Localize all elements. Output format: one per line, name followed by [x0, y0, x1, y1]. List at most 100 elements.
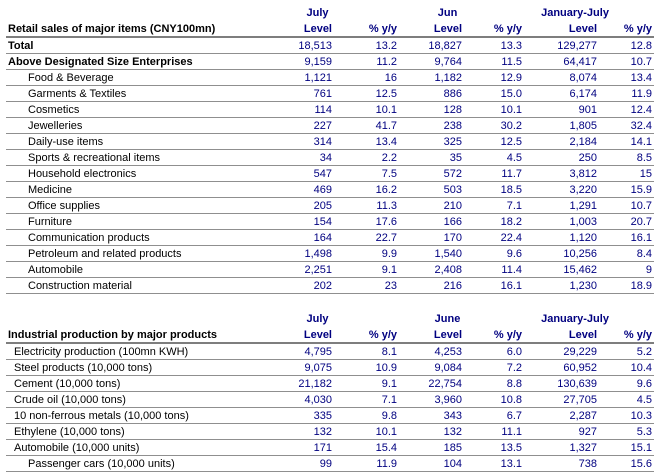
cell-value: 18.5	[464, 181, 525, 198]
cell-value: 64,417	[524, 53, 600, 70]
cell-value: 15.6	[599, 455, 655, 472]
cell-value: 132	[399, 423, 465, 440]
cell-value: 11.9	[334, 455, 400, 472]
industrial-production-table: July June January-July Industrial produc…	[6, 312, 655, 472]
row-label: Furniture	[6, 213, 264, 230]
cell-value: 7.1	[334, 391, 400, 408]
cell-value: 16	[334, 69, 400, 86]
cell-value: 210	[399, 197, 465, 214]
cell-value: 22,754	[399, 375, 465, 392]
cell-value: 10.1	[334, 423, 400, 440]
cell-value: 8,074	[524, 69, 600, 86]
cell-value: 3,812	[524, 165, 600, 182]
cell-value: 1,498	[264, 245, 334, 262]
table-row: Total 18,513 13.2 18,827 13.3 129,277 12.8	[6, 37, 655, 54]
cell-value: 10.8	[464, 391, 525, 408]
table-title: Industrial production by major products	[6, 326, 264, 344]
table-row: Communication products 164 22.7 170 22.4 1,12…	[6, 229, 655, 246]
cell-value: 1,121	[264, 69, 334, 86]
table-row: Medicine 469 16.2 503 18.5 3,220 15.9	[6, 181, 655, 198]
cell-value: 132	[264, 423, 334, 440]
table-row: Daily-use items 314 13.4 325 12.5 2,184 14.1	[6, 133, 655, 150]
cell-value: 2,408	[399, 261, 465, 278]
cell-value: 8.4	[599, 245, 655, 262]
period-header-january-july: January-July	[541, 7, 609, 19]
cell-value: 6.7	[464, 407, 525, 424]
row-label: Sports & recreational items	[6, 149, 264, 166]
cell-value: 4,030	[264, 391, 334, 408]
cell-value: 11.7	[464, 165, 525, 182]
row-label: Cement (10,000 tons)	[6, 375, 264, 392]
cell-value: 314	[264, 133, 334, 150]
cell-value: 13.3	[464, 37, 525, 54]
cell-value: 11.3	[334, 197, 400, 214]
cell-value: 23	[334, 277, 400, 294]
cell-value: 171	[264, 439, 334, 456]
cell-value: 13.1	[464, 455, 525, 472]
cell-value: 9.9	[334, 245, 400, 262]
cell-value: 3,220	[524, 181, 600, 198]
column-header-level: Level	[264, 326, 334, 344]
cell-value: 11.5	[464, 53, 525, 70]
table-row: Cement (10,000 tons) 21,182 9.1 22,754 8.8 13…	[6, 375, 655, 392]
column-header-level: Level	[399, 326, 465, 344]
column-header-yoy: % y/y	[599, 20, 655, 38]
cell-value: 8.1	[334, 343, 400, 360]
cell-value: 13.4	[334, 133, 400, 150]
cell-value: 11.2	[334, 53, 400, 70]
cell-value: 27,705	[524, 391, 600, 408]
table-row: Electricity production (100mn KWH) 4,795 8…	[6, 343, 655, 360]
column-header-yoy: % y/y	[464, 20, 525, 38]
table-row: Petroleum and related products 1,498 9.9 1,…	[6, 245, 655, 262]
table-row: Crude oil (10,000 tons) 4,030 7.1 3,960 10.8…	[6, 391, 655, 408]
row-label: Communication products	[6, 229, 264, 246]
cell-value: 10.1	[464, 101, 525, 118]
cell-value: 1,230	[524, 277, 600, 294]
table-row: Household electronics 547 7.5 572 11.7 3,812 1…	[6, 165, 655, 182]
cell-value: 216	[399, 277, 465, 294]
row-label: Food & Beverage	[6, 69, 264, 86]
cell-value: 9.1	[334, 375, 400, 392]
row-label: Steel products (10,000 tons)	[6, 359, 264, 376]
cell-value: 34	[264, 149, 334, 166]
row-label: Ethylene (10,000 tons)	[6, 423, 264, 440]
cell-value: 129,277	[524, 37, 600, 54]
cell-value: 325	[399, 133, 465, 150]
cell-value: 9,764	[399, 53, 465, 70]
cell-value: 1,120	[524, 229, 600, 246]
cell-value: 7.2	[464, 359, 525, 376]
cell-value: 154	[264, 213, 334, 230]
cell-value: 1,003	[524, 213, 600, 230]
cell-value: 1,182	[399, 69, 465, 86]
cell-value: 99	[264, 455, 334, 472]
period-header-july: July	[306, 7, 329, 19]
cell-value: 15	[599, 165, 655, 182]
cell-value: 6.0	[464, 343, 525, 360]
cell-value: 14.1	[599, 133, 655, 150]
cell-value: 9.6	[599, 375, 655, 392]
row-label: Automobile (10,000 units)	[6, 439, 264, 456]
cell-value: 12.5	[464, 133, 525, 150]
cell-value: 22.4	[464, 229, 525, 246]
cell-value: 250	[524, 149, 600, 166]
table-row: Garments & Textiles 761 12.5 886 15.0 6,174 11…	[6, 85, 655, 102]
column-header-yoy: % y/y	[464, 326, 525, 344]
cell-value: 15.0	[464, 85, 525, 102]
cell-value: 185	[399, 439, 465, 456]
cell-value: 8.8	[464, 375, 525, 392]
cell-value: 13.4	[599, 69, 655, 86]
cell-value: 3,960	[399, 391, 465, 408]
cell-value: 2,251	[264, 261, 334, 278]
cell-value: 15.4	[334, 439, 400, 456]
cell-value: 11.1	[464, 423, 525, 440]
column-header-yoy: % y/y	[599, 326, 655, 344]
cell-value: 18.9	[599, 277, 655, 294]
row-label: Daily-use items	[6, 133, 264, 150]
row-label: Medicine	[6, 181, 264, 198]
cell-value: 16.1	[464, 277, 525, 294]
cell-value: 13.5	[464, 439, 525, 456]
cell-value: 7.5	[334, 165, 400, 182]
cell-value: 227	[264, 117, 334, 134]
row-label: Automobile	[6, 261, 264, 278]
